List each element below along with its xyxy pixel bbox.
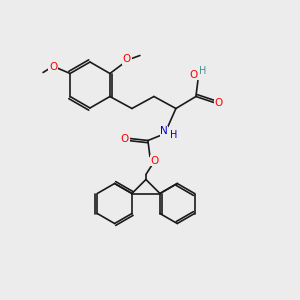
Text: O: O [215, 98, 223, 107]
Text: O: O [49, 61, 57, 71]
Text: O: O [121, 134, 129, 143]
Text: O: O [151, 155, 159, 166]
Text: N: N [160, 127, 168, 136]
Text: H: H [170, 130, 178, 140]
Text: O: O [190, 70, 198, 80]
Text: O: O [123, 55, 131, 64]
Text: H: H [199, 65, 207, 76]
